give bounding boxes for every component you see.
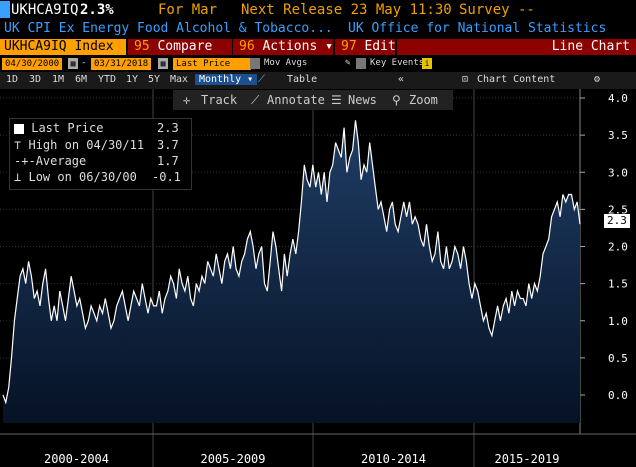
chart-type-label[interactable]: Line Chart bbox=[397, 39, 636, 55]
source: UK Office for National Statistics bbox=[348, 21, 607, 36]
y-tick-label: 3.5 bbox=[608, 129, 628, 142]
actions-button[interactable]: 96 Actions ▾ bbox=[233, 39, 333, 55]
y-tick-label: 1.0 bbox=[608, 315, 628, 328]
range-1y[interactable]: 1Y bbox=[126, 74, 139, 85]
news-button[interactable]: News bbox=[348, 93, 377, 107]
chart-content-button[interactable]: Chart Content bbox=[477, 74, 556, 85]
x-axis-label: 2015-2019 bbox=[494, 452, 559, 466]
legend-row-average: -+-Average bbox=[14, 154, 86, 168]
subheader-row: UK CPI Ex Energy Food Alcohol & Tobacco.… bbox=[0, 21, 636, 38]
calendar-icon[interactable]: ▦ bbox=[68, 58, 78, 69]
range-1d[interactable]: 1D bbox=[6, 74, 19, 85]
zoom-icon[interactable]: ⚲ bbox=[392, 93, 401, 107]
actions-label: Actions ▾ bbox=[262, 39, 333, 54]
edit-button[interactable]: 97 Edit ▾ bbox=[335, 39, 411, 55]
y-tick-label: 2.5 bbox=[608, 203, 628, 216]
header-marker bbox=[0, 1, 10, 18]
price-chart[interactable]: 4.0 3.5 3.0 2.5 2.0 1.5 1.0 0.5 0.0 2000-2004 200… bbox=[0, 89, 636, 467]
compare-number: 95 bbox=[134, 39, 150, 54]
high-marker-icon: ⊤ bbox=[14, 138, 22, 152]
low-marker-icon: ⊥ bbox=[14, 170, 22, 184]
range-ytd[interactable]: YTD bbox=[98, 74, 117, 85]
y-tick-label: 1.5 bbox=[608, 278, 628, 291]
range-max[interactable]: Max bbox=[170, 74, 189, 85]
description: UK CPI Ex Energy Food Alcohol & Tobacco.… bbox=[4, 21, 333, 36]
legend-high-value: 3.7 bbox=[157, 138, 179, 152]
price-line bbox=[2, 120, 581, 405]
checkbox-icon[interactable] bbox=[356, 58, 366, 69]
collapse-icon[interactable]: « bbox=[398, 74, 405, 85]
legend: Last Price 2.3 ⊤ High on 04/30/11 3.7 -+… bbox=[9, 118, 192, 190]
chart-tools: ✛ Track ⟋ Annotate ☰ News ⚲ Zoom bbox=[173, 90, 453, 110]
y-tick-label: 0.5 bbox=[608, 352, 628, 365]
annotate-button[interactable]: Annotate bbox=[267, 93, 325, 107]
y-tick-label: 2.0 bbox=[608, 241, 628, 254]
legend-swatch bbox=[14, 123, 24, 134]
range-row: 1D 3D 1M 6M YTD 1Y 5Y Max Monthly ▾ ⟋ Ta… bbox=[0, 72, 636, 89]
legend-average-value: 1.7 bbox=[157, 154, 179, 168]
range-6m[interactable]: 6M bbox=[75, 74, 88, 85]
period-dropdown[interactable]: Monthly ▾ bbox=[195, 74, 258, 85]
zoom-button[interactable]: Zoom bbox=[409, 93, 438, 107]
annotate-icon[interactable]: ⟋ bbox=[251, 93, 260, 107]
for-label: For Mar bbox=[158, 2, 218, 18]
ticker[interactable]: UKHCA9IQ bbox=[11, 2, 79, 18]
edit-number: 97 bbox=[341, 39, 357, 54]
legend-last-value: 2.3 bbox=[157, 121, 179, 135]
mov-avgs-label[interactable]: Mov Avgs bbox=[264, 58, 308, 68]
range-3d[interactable]: 3D bbox=[29, 74, 42, 85]
range-1m[interactable]: 1M bbox=[52, 74, 65, 85]
area-fill bbox=[3, 120, 580, 424]
compare-label: Compare bbox=[157, 39, 213, 54]
track-button[interactable]: Track bbox=[201, 93, 238, 107]
y-tick-label: 0.0 bbox=[608, 389, 628, 402]
legend-average-label: Average bbox=[35, 154, 87, 168]
average-marker-icon: -+- bbox=[14, 154, 36, 168]
legend-last-label: Last Price bbox=[31, 121, 104, 135]
header-row: UKHCA9IQ 2.3% For Mar Next Release 23 Ma… bbox=[0, 0, 636, 21]
x-axis-label: 2010-2014 bbox=[361, 452, 426, 466]
last-value-tag: 2.3 bbox=[604, 214, 630, 228]
chart-content-icon: ⊡ bbox=[462, 74, 469, 85]
table-tab[interactable]: Table bbox=[287, 74, 318, 85]
x-axis-label: 2005-2009 bbox=[200, 452, 265, 466]
x-axis-label: 2000-2004 bbox=[44, 452, 109, 466]
legend-row-last: Last Price bbox=[14, 121, 103, 135]
info-icon[interactable]: i bbox=[422, 58, 432, 69]
compare-button[interactable]: 95 Compare bbox=[128, 39, 232, 55]
line-chart-icon[interactable]: ⟋ bbox=[258, 74, 265, 85]
calendar-icon[interactable]: ▦ bbox=[158, 58, 168, 69]
field-selector[interactable]: Last Price bbox=[173, 58, 251, 70]
news-icon[interactable]: ☰ bbox=[331, 93, 342, 107]
pencil-icon[interactable]: ✎ bbox=[345, 58, 351, 68]
header-value: 2.3% bbox=[80, 2, 114, 18]
legend-low-label: Low on 06/30/00 bbox=[28, 170, 137, 184]
security-box[interactable]: UKHCA9IQ Index bbox=[0, 39, 126, 55]
start-date-field[interactable]: 04/30/2000 bbox=[2, 58, 63, 70]
chart-type-text: Line Chart bbox=[551, 39, 630, 54]
key-events-label[interactable]: Key Events bbox=[370, 58, 425, 68]
track-icon[interactable]: ✛ bbox=[183, 93, 191, 107]
toolbar-row: UKHCA9IQ Index 95 Compare 96 Actions ▾ 9… bbox=[0, 38, 636, 57]
y-tick-label: 4.0 bbox=[608, 92, 628, 105]
gear-icon[interactable]: ⚙ bbox=[594, 74, 601, 85]
date-row: 04/30/2000 ▦ - 03/31/2018 ▦ Last Price M… bbox=[0, 57, 636, 72]
survey: Survey -- bbox=[459, 2, 535, 18]
end-date-field[interactable]: 03/31/2018 bbox=[91, 58, 152, 70]
legend-high-label: High on 04/30/11 bbox=[28, 138, 145, 152]
legend-low-value: -0.1 bbox=[152, 170, 181, 184]
legend-row-high: ⊤ High on 04/30/11 bbox=[14, 138, 144, 152]
actions-number: 96 bbox=[239, 39, 255, 54]
date-separator: - bbox=[81, 58, 87, 68]
legend-row-low: ⊥ Low on 06/30/00 bbox=[14, 170, 137, 184]
next-release: Next Release 23 May 11:30 bbox=[241, 2, 452, 18]
checkbox-icon[interactable] bbox=[250, 58, 260, 69]
y-tick-label: 3.0 bbox=[608, 166, 628, 179]
range-5y[interactable]: 5Y bbox=[148, 74, 161, 85]
